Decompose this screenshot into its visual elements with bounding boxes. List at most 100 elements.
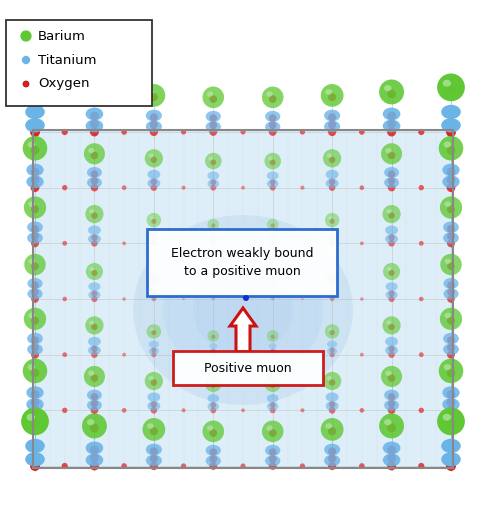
Ellipse shape [388,170,396,178]
Ellipse shape [387,445,396,454]
Ellipse shape [207,330,219,342]
Ellipse shape [419,408,424,413]
Ellipse shape [31,390,39,399]
Ellipse shape [418,463,424,469]
Ellipse shape [271,353,275,357]
Ellipse shape [30,443,40,453]
Ellipse shape [328,328,332,331]
Ellipse shape [269,343,277,349]
Ellipse shape [271,335,275,339]
Ellipse shape [383,442,400,454]
Ellipse shape [386,267,392,271]
Ellipse shape [446,419,456,429]
Ellipse shape [447,316,455,325]
Ellipse shape [122,353,126,357]
Ellipse shape [271,295,274,298]
Ellipse shape [30,461,40,471]
Ellipse shape [383,263,400,280]
Ellipse shape [89,209,95,214]
Ellipse shape [241,185,245,190]
Ellipse shape [270,295,276,299]
Ellipse shape [325,213,339,227]
Ellipse shape [62,185,67,190]
Ellipse shape [211,223,216,227]
Ellipse shape [211,349,216,353]
Ellipse shape [86,263,103,280]
Ellipse shape [147,401,160,411]
Ellipse shape [388,324,395,330]
Ellipse shape [330,292,335,297]
Ellipse shape [147,170,160,179]
Ellipse shape [28,313,35,318]
Ellipse shape [147,179,160,188]
Ellipse shape [388,400,396,407]
Ellipse shape [91,345,98,352]
Ellipse shape [329,184,336,191]
Ellipse shape [388,345,395,352]
Ellipse shape [360,297,364,301]
Ellipse shape [88,370,95,376]
Ellipse shape [151,157,157,163]
Ellipse shape [269,448,276,456]
Ellipse shape [208,379,213,383]
Ellipse shape [388,212,395,219]
Ellipse shape [443,398,460,411]
Ellipse shape [441,452,461,466]
Ellipse shape [31,225,39,233]
Ellipse shape [328,216,332,220]
Ellipse shape [163,240,323,380]
Ellipse shape [207,394,219,402]
Ellipse shape [446,398,456,407]
Ellipse shape [383,205,401,223]
Ellipse shape [31,398,39,407]
Ellipse shape [440,308,462,330]
Ellipse shape [62,241,67,246]
Ellipse shape [87,419,95,425]
Ellipse shape [329,157,336,163]
Ellipse shape [90,119,99,128]
Ellipse shape [384,390,399,400]
Ellipse shape [146,455,162,466]
Ellipse shape [122,242,126,245]
Ellipse shape [82,413,107,439]
Ellipse shape [182,242,185,245]
Ellipse shape [383,454,400,466]
Ellipse shape [359,129,365,135]
Ellipse shape [269,237,277,244]
Ellipse shape [121,463,127,469]
Ellipse shape [209,429,217,437]
Ellipse shape [122,297,126,301]
Ellipse shape [31,281,39,289]
Ellipse shape [209,128,217,136]
Ellipse shape [324,444,340,455]
Ellipse shape [447,344,455,352]
Ellipse shape [443,344,459,355]
Ellipse shape [269,121,276,129]
Ellipse shape [151,347,156,353]
Ellipse shape [384,177,399,188]
Ellipse shape [181,185,186,190]
Ellipse shape [147,423,154,429]
Ellipse shape [327,341,337,348]
Ellipse shape [443,222,459,233]
Ellipse shape [85,316,104,334]
Ellipse shape [325,89,332,95]
Ellipse shape [419,185,424,190]
Ellipse shape [209,232,217,238]
Ellipse shape [300,185,304,190]
Ellipse shape [443,176,460,188]
Ellipse shape [210,382,216,388]
Ellipse shape [447,232,455,240]
Ellipse shape [209,281,217,290]
Ellipse shape [325,423,332,429]
Ellipse shape [210,179,216,185]
Ellipse shape [84,143,105,165]
Ellipse shape [444,141,451,148]
Ellipse shape [325,324,339,339]
Ellipse shape [147,272,160,285]
Ellipse shape [211,237,216,242]
Ellipse shape [30,452,40,462]
Ellipse shape [87,167,102,178]
Ellipse shape [243,295,249,301]
Ellipse shape [31,146,39,155]
